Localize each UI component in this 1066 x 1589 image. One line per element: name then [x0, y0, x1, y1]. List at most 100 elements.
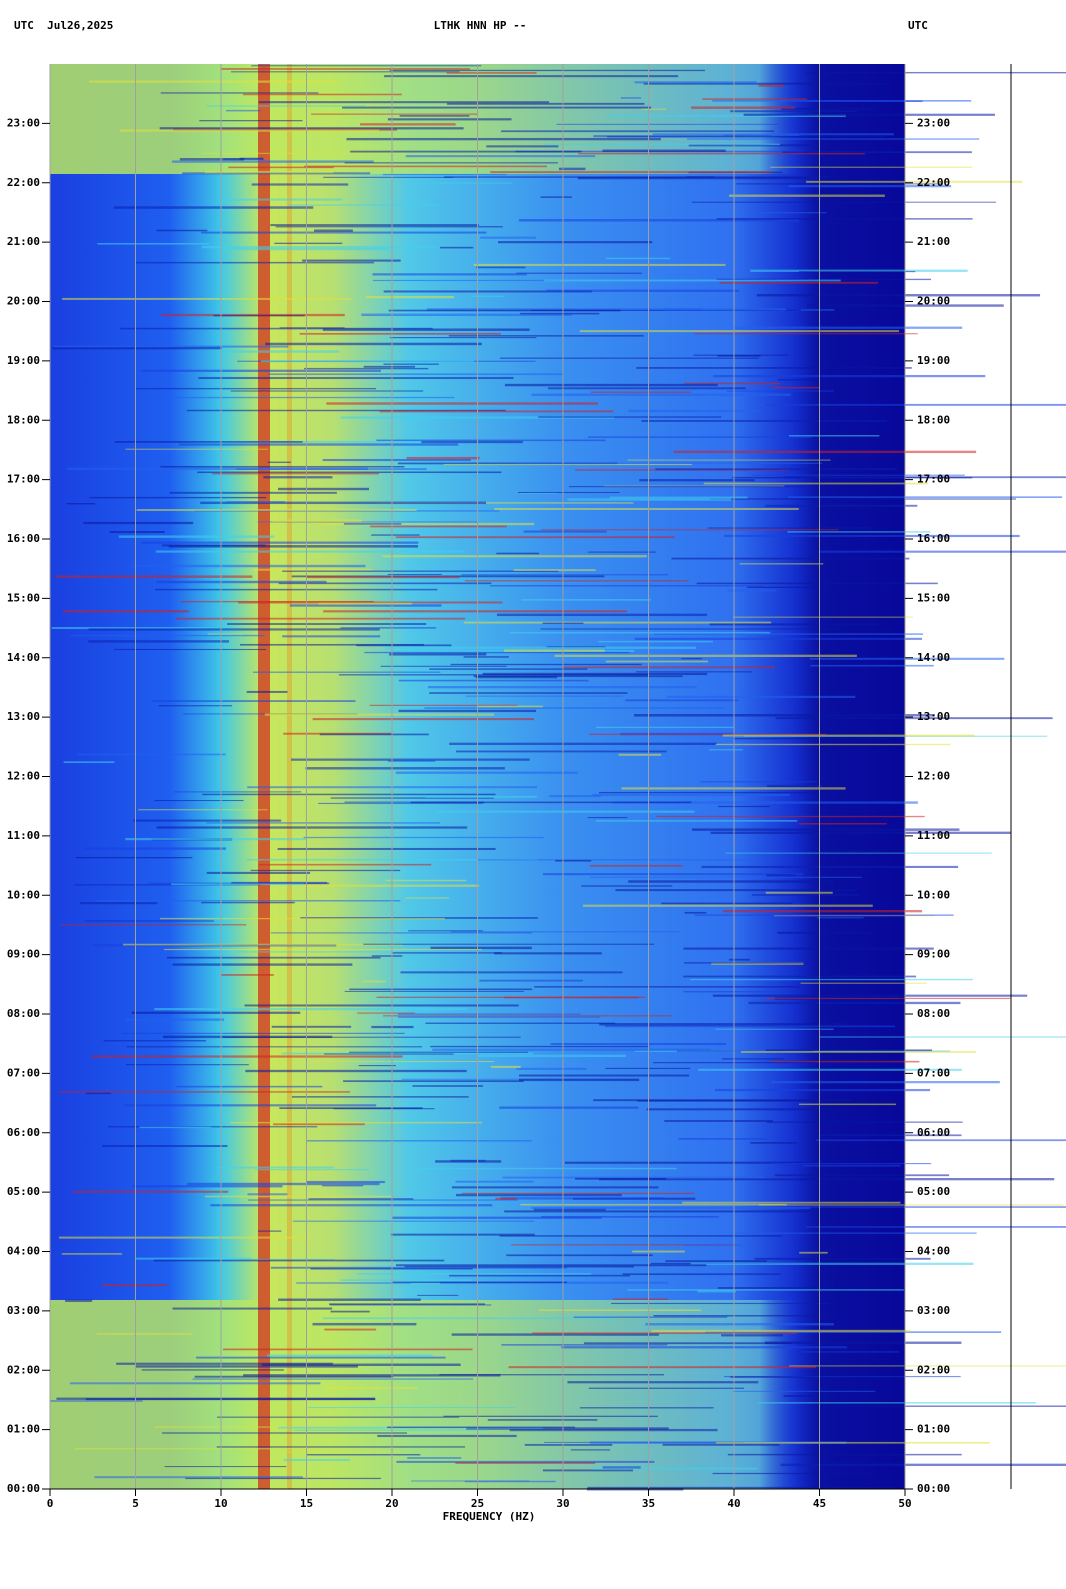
- noise-stripe: [204, 1195, 392, 1198]
- noise-stripe: [270, 224, 479, 227]
- noise-stripe: [477, 1054, 626, 1058]
- noise-stripe: [326, 1386, 418, 1390]
- noise-stripe: [429, 668, 588, 670]
- noise-stripe: [273, 1123, 365, 1126]
- noise-stripe: [729, 194, 885, 197]
- noise-stripe: [756, 294, 1041, 297]
- noise-stripe: [609, 496, 748, 499]
- noise-stripe: [324, 1328, 377, 1331]
- noise-stripe: [113, 206, 314, 209]
- noise-stripe: [800, 309, 835, 311]
- noise-stripe: [700, 781, 818, 783]
- noise-stripe: [204, 170, 334, 174]
- noise-stripe: [389, 653, 487, 656]
- noise-stripe: [417, 1167, 677, 1170]
- noise-stripe: [380, 665, 507, 667]
- noise-stripe: [588, 1387, 744, 1389]
- noise-stripe: [357, 1012, 416, 1014]
- noise-stripe: [417, 1294, 459, 1296]
- noise-stripe: [399, 115, 470, 117]
- noise-stripe: [583, 904, 873, 907]
- noise-stripe: [568, 486, 804, 488]
- noise-stripe: [446, 72, 537, 74]
- noise-stripe: [715, 743, 951, 746]
- noise-stripe: [765, 504, 918, 507]
- noise-stripe: [201, 231, 487, 234]
- noise-stripe: [388, 309, 621, 312]
- noise-stripe: [329, 1304, 492, 1306]
- noise-stripe: [800, 1206, 1066, 1208]
- noise-stripe: [511, 1244, 737, 1246]
- noise-stripe: [787, 531, 931, 533]
- noise-stripe: [109, 531, 165, 533]
- noise-stripe: [271, 1025, 352, 1028]
- noise-stripe: [388, 760, 436, 763]
- noise-stripe: [818, 1036, 1066, 1038]
- noise-stripe: [174, 791, 302, 793]
- noise-stripe: [500, 357, 759, 359]
- noise-stripe: [223, 1036, 521, 1038]
- noise-stripe: [360, 123, 456, 126]
- noise-stripe: [682, 1201, 901, 1204]
- y-tick-label: 11:00: [7, 829, 40, 842]
- y-tick-label: 03:00: [7, 1304, 40, 1317]
- noise-stripe: [229, 248, 390, 251]
- noise-stripe: [58, 1236, 311, 1239]
- noise-stripe: [728, 958, 751, 961]
- noise-stripe: [344, 162, 558, 164]
- noise-stripe: [690, 978, 973, 981]
- noise-stripe: [432, 1048, 711, 1051]
- noise-stripe: [673, 450, 977, 454]
- noise-stripe: [279, 327, 345, 329]
- noise-stripe: [694, 333, 918, 335]
- noise-stripe: [663, 308, 787, 311]
- noise-stripe: [653, 1315, 827, 1317]
- y-tick-label: 15:00: [7, 591, 40, 604]
- noise-stripe: [581, 885, 673, 887]
- noise-stripe: [406, 456, 480, 460]
- noise-stripe: [405, 155, 596, 158]
- noise-stripe: [564, 1161, 819, 1164]
- noise-stripe: [246, 858, 539, 861]
- noise-stripe: [681, 658, 703, 660]
- noise-stripe: [385, 879, 467, 882]
- noise-stripe: [605, 1067, 691, 1070]
- y-tick-label: 21:00: [917, 235, 950, 248]
- noise-stripe: [155, 588, 438, 591]
- y-tick-label: 02:00: [917, 1363, 950, 1376]
- y-tick-label: 09:00: [7, 948, 40, 961]
- noise-stripe: [595, 820, 798, 822]
- noise-stripe: [400, 971, 623, 974]
- noise-stripe: [618, 753, 662, 756]
- noise-stripe: [221, 974, 274, 976]
- noise-stripe: [322, 1184, 364, 1187]
- noise-stripe: [186, 409, 506, 412]
- noise-stripe: [718, 805, 770, 808]
- noise-stripe: [319, 733, 429, 736]
- y-tick-label: 06:00: [917, 1126, 950, 1139]
- noise-stripe: [805, 1226, 1066, 1228]
- noise-stripe: [243, 1374, 501, 1377]
- noise-stripe: [735, 1232, 977, 1234]
- y-tick-label: 05:00: [917, 1185, 950, 1198]
- noise-stripe: [748, 1001, 961, 1005]
- y-tick-label: 09:00: [917, 948, 950, 961]
- noise-stripe: [343, 1080, 524, 1083]
- noise-stripe: [363, 365, 416, 368]
- noise-stripe: [292, 1220, 535, 1222]
- noise-stripe: [540, 196, 572, 198]
- noise-stripe: [521, 599, 651, 601]
- noise-stripe: [730, 1376, 904, 1378]
- noise-stripe: [265, 342, 482, 346]
- noise-stripe: [278, 487, 369, 491]
- noise-stripe: [70, 634, 265, 637]
- noise-stripe: [570, 1449, 611, 1451]
- noise-stripe: [289, 604, 442, 607]
- noise-stripe: [620, 97, 642, 99]
- noise-stripe: [750, 1142, 797, 1144]
- noise-stripe: [156, 580, 327, 584]
- noise-stripe: [750, 269, 968, 272]
- noise-stripe: [723, 534, 1020, 538]
- noise-stripe: [372, 279, 560, 282]
- noise-stripe: [486, 145, 559, 148]
